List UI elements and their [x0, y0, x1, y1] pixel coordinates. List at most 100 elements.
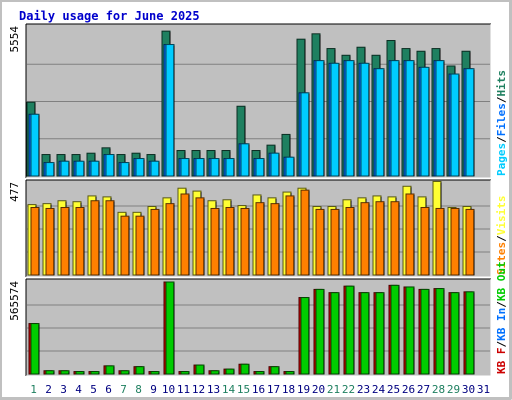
- bar-pages-day-12: [195, 158, 205, 177]
- bar-kb-out-day-13: [210, 370, 220, 375]
- bar-kb-out-day-14: [225, 368, 235, 375]
- day-label-18: 18: [282, 383, 295, 396]
- bar-sites-day-7: [120, 215, 130, 276]
- bar-kb-out-day-21: [330, 292, 340, 375]
- bar-sites-day-18: [285, 195, 295, 276]
- bar-pages-day-23: [360, 62, 370, 177]
- day-label-26: 26: [402, 383, 415, 396]
- bar-pages-day-30: [465, 68, 475, 177]
- bar-pages-day-11: [180, 158, 190, 177]
- bar-kb-out-day-7: [120, 370, 130, 375]
- bar-pages-day-2: [45, 162, 55, 177]
- bar-kb-out-day-15: [240, 363, 250, 375]
- side-legend-label: Hits: [495, 70, 508, 97]
- day-label-29: 29: [447, 383, 460, 396]
- series-kb-out: [30, 281, 475, 375]
- bar-pages-day-1: [30, 113, 40, 177]
- bar-pages-day-29: [450, 73, 460, 177]
- day-label-13: 13: [207, 383, 220, 396]
- side-legend-label: /: [495, 235, 508, 242]
- max-value-label: 5554: [8, 26, 21, 53]
- bar-sites-day-14: [225, 206, 235, 276]
- day-label-22: 22: [342, 383, 355, 396]
- bar-sites-day-22: [345, 206, 355, 276]
- visits-sites-panel: 477 Sites/Visits: [8, 179, 508, 278]
- day-label-9: 9: [150, 383, 157, 396]
- bar-kb-out-day-17: [270, 366, 280, 375]
- bar-sites-day-10: [165, 203, 175, 276]
- bar-sites-day-4: [75, 206, 85, 276]
- side-legend: Sites/Visits: [495, 196, 508, 276]
- series-pages: [30, 44, 475, 177]
- side-legend-label: KB In: [495, 308, 508, 341]
- day-label-30: 30: [462, 383, 475, 396]
- side-legend-label: Pages: [495, 143, 508, 176]
- side-legend-label: /: [495, 341, 508, 348]
- bar-pages-day-16: [255, 158, 265, 177]
- day-label-24: 24: [372, 383, 386, 396]
- bar-sites-day-27: [420, 206, 430, 276]
- max-value-label: 477: [8, 182, 21, 202]
- x-axis-day-labels: 1 2 3 4 5 6 7 8 9 10 11 12 13 14 15 16 17 18 19 20 21 22 23 24 2…: [30, 383, 490, 396]
- day-label-31: 31: [477, 383, 490, 396]
- bar-sites-day-30: [465, 208, 475, 276]
- bar-sites-day-28: [435, 207, 445, 276]
- bar-kb-out-day-2: [45, 370, 55, 375]
- bar-kb-out-day-22: [345, 285, 355, 375]
- bar-kb-out-day-5: [90, 371, 100, 375]
- side-legend-label: Sites: [495, 242, 508, 275]
- bar-sites-day-2: [45, 207, 55, 276]
- bar-sites-day-16: [255, 202, 265, 276]
- side-legend-label: /: [495, 96, 508, 103]
- day-label-25: 25: [387, 383, 400, 396]
- bar-sites-day-29: [450, 207, 460, 276]
- day-label-19: 19: [297, 383, 310, 396]
- bar-pages-day-9: [150, 160, 160, 177]
- bar-pages-day-22: [345, 60, 355, 177]
- side-legend-label: Visits: [495, 196, 508, 236]
- day-label-1: 1: [30, 383, 37, 396]
- side-legend-label: KB Out: [495, 261, 508, 301]
- day-label-16: 16: [252, 383, 265, 396]
- bar-pages-day-4: [75, 160, 85, 177]
- bar-sites-day-11: [180, 193, 190, 276]
- bar-pages-day-20: [315, 60, 325, 177]
- bar-sites-day-6: [105, 200, 115, 276]
- day-label-27: 27: [417, 383, 430, 396]
- day-label-7: 7: [120, 383, 127, 396]
- day-label-21: 21: [327, 383, 340, 396]
- bar-pages-day-17: [270, 152, 280, 177]
- day-label-6: 6: [105, 383, 112, 396]
- bar-pages-day-6: [105, 154, 115, 177]
- bar-pages-day-18: [285, 156, 295, 177]
- bar-sites-day-20: [315, 208, 325, 276]
- day-label-3: 3: [60, 383, 67, 396]
- bar-kb-out-day-11: [180, 371, 190, 375]
- bar-sites-day-5: [90, 200, 100, 276]
- bar-kb-out-day-29: [450, 292, 460, 375]
- day-label-4: 4: [75, 383, 82, 396]
- bar-kb-out-day-8: [135, 366, 145, 375]
- bar-kb-out-day-4: [75, 371, 85, 375]
- bar-kb-out-day-30: [465, 291, 475, 375]
- bar-kb-out-day-19: [300, 297, 310, 375]
- day-label-8: 8: [135, 383, 142, 396]
- day-label-14: 14: [222, 383, 236, 396]
- bar-sites-day-1: [30, 206, 40, 276]
- side-legend-label: /: [495, 301, 508, 308]
- bar-sites-day-17: [270, 203, 280, 276]
- bar-kb-out-day-6: [105, 365, 115, 375]
- day-label-28: 28: [432, 383, 445, 396]
- bar-pages-day-10: [165, 44, 175, 177]
- side-legend-label: Files: [495, 103, 508, 136]
- bar-pages-day-21: [330, 62, 340, 177]
- bar-kb-out-day-10: [165, 281, 175, 375]
- bar-kb-out-day-28: [435, 288, 445, 375]
- day-label-20: 20: [312, 383, 325, 396]
- bar-pages-day-28: [435, 60, 445, 177]
- bar-kb-out-day-23: [360, 292, 370, 375]
- bar-pages-day-13: [210, 158, 220, 177]
